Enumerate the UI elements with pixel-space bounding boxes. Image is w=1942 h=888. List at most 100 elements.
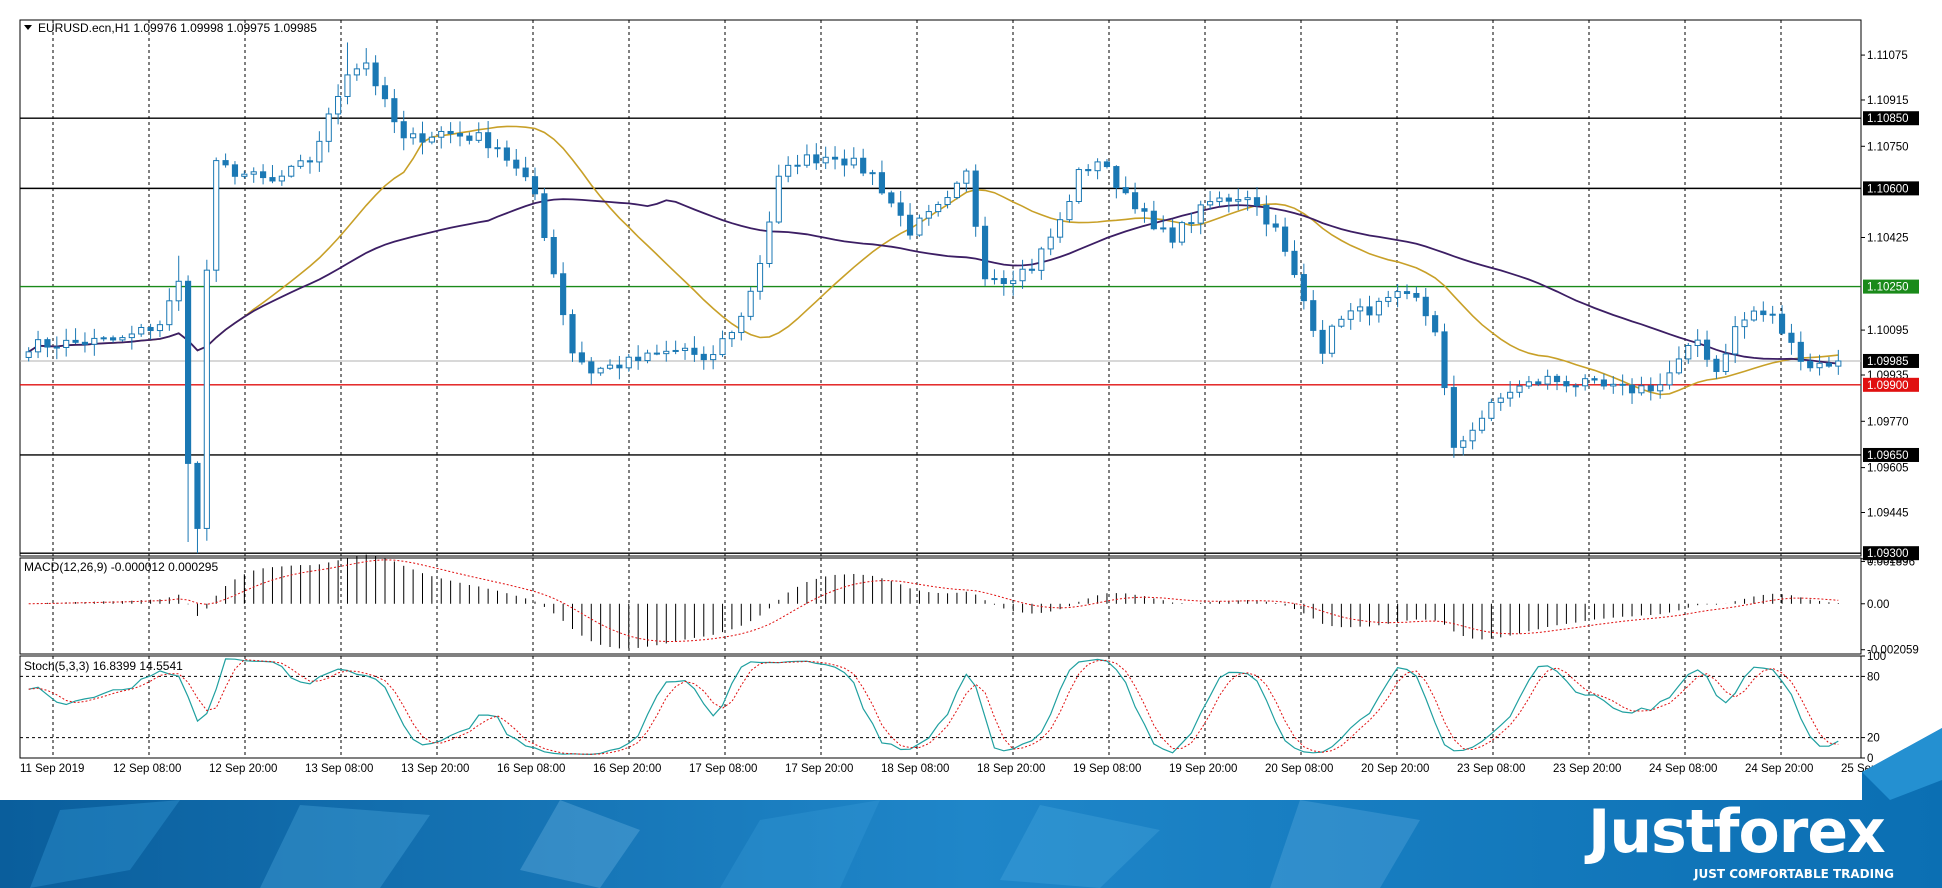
candle-bull bbox=[1375, 300, 1382, 316]
candle-bull bbox=[738, 315, 745, 334]
candle-bear bbox=[1403, 291, 1411, 294]
candle-bear bbox=[1253, 197, 1261, 206]
candles bbox=[25, 42, 1842, 554]
candle-bull bbox=[1094, 161, 1101, 172]
candle-bear bbox=[831, 156, 839, 160]
candle-bear bbox=[1703, 339, 1711, 360]
candle-bear bbox=[1300, 274, 1307, 302]
x-tick-label: 18 Sep 08:00 bbox=[881, 763, 949, 775]
candle-bull bbox=[1525, 381, 1532, 387]
candle-bear bbox=[456, 133, 464, 137]
candle-bull bbox=[1816, 362, 1823, 369]
candle-bull bbox=[1178, 222, 1186, 243]
x-tick-label: 20 Sep 20:00 bbox=[1361, 763, 1429, 775]
x-tick-label: 24 Sep 20:00 bbox=[1745, 763, 1813, 775]
candle-bear bbox=[1797, 341, 1804, 362]
candle-bull bbox=[1750, 310, 1758, 321]
candle-bull bbox=[438, 130, 445, 138]
candle-bear bbox=[578, 352, 585, 363]
candle-bull bbox=[925, 211, 932, 219]
candle-bear bbox=[1103, 161, 1111, 168]
candle-bull bbox=[625, 356, 632, 369]
price-panel bbox=[19, 19, 1862, 557]
candle-bull bbox=[1047, 236, 1054, 250]
candle-bear bbox=[813, 154, 820, 164]
banner-shape bbox=[720, 800, 880, 888]
candle-bull bbox=[363, 62, 370, 70]
candle-bull bbox=[606, 364, 614, 369]
time-axis: 11 Sep 2019 12 Sep 08:00 12 Sep 20:00 13 Se… bbox=[20, 763, 1909, 775]
x-tick-label: 23 Sep 08:00 bbox=[1457, 763, 1525, 775]
candle-bear bbox=[1760, 310, 1767, 316]
stoch-tick-label: 80 bbox=[1867, 671, 1880, 683]
banner-shape bbox=[30, 800, 180, 888]
candle-bull bbox=[756, 262, 764, 292]
candle-bear bbox=[1225, 197, 1232, 202]
candle-bear bbox=[981, 225, 989, 280]
x-tick-label: 16 Sep 08:00 bbox=[497, 763, 565, 775]
x-tick-label: 11 Sep 2019 bbox=[20, 763, 84, 775]
candle-bear bbox=[635, 356, 642, 362]
candle-bear bbox=[494, 147, 501, 150]
candle-bull bbox=[766, 221, 773, 264]
candle-bear bbox=[1113, 166, 1120, 189]
candle-bear bbox=[222, 160, 229, 166]
banner-shape bbox=[1270, 800, 1420, 888]
collapse-triangle-icon[interactable] bbox=[24, 25, 32, 30]
candle-bull bbox=[1478, 417, 1486, 431]
candle-bear bbox=[691, 347, 698, 355]
candle-bull bbox=[410, 133, 417, 139]
candle-bear bbox=[372, 62, 379, 87]
y-tick-label: 1.10425 bbox=[1867, 232, 1909, 244]
level-tag bbox=[1863, 377, 1919, 392]
level-lines bbox=[20, 117, 1861, 554]
candle-bull bbox=[128, 333, 135, 339]
grid-lines bbox=[52, 20, 1782, 758]
candle-bear bbox=[1141, 208, 1148, 212]
candle-bear bbox=[1291, 250, 1298, 276]
y-tick-label: 1.09770 bbox=[1867, 416, 1909, 428]
stoch-signal-line bbox=[28, 659, 1839, 755]
candle-bull bbox=[203, 269, 210, 529]
candle-bull bbox=[1338, 318, 1345, 327]
candle-bull bbox=[1160, 227, 1167, 230]
candle-bull bbox=[1544, 375, 1551, 385]
candle-bull bbox=[297, 160, 304, 167]
candle-bull bbox=[1075, 169, 1082, 203]
candle-bull bbox=[1572, 385, 1579, 388]
candle-bull bbox=[1394, 291, 1401, 298]
candle-bull bbox=[325, 113, 332, 142]
candle-bull bbox=[100, 337, 107, 340]
candle-bull bbox=[1057, 219, 1064, 238]
candle-bull bbox=[1497, 397, 1504, 403]
candle-bear bbox=[1413, 292, 1420, 298]
level-tag bbox=[1863, 279, 1919, 294]
candle-bear bbox=[841, 158, 848, 166]
candle-bull bbox=[1685, 345, 1692, 360]
candle-bear bbox=[1169, 227, 1176, 243]
candle-bull bbox=[241, 173, 248, 177]
candle-bull bbox=[1582, 378, 1589, 387]
candle-bear bbox=[569, 314, 576, 354]
level-tag-label: 1.10850 bbox=[1867, 113, 1909, 125]
candle-bull bbox=[1638, 385, 1645, 394]
candle-bull bbox=[597, 367, 604, 374]
level-tag-label: 1.10600 bbox=[1867, 183, 1909, 195]
candle-bull bbox=[1469, 429, 1476, 442]
candle-bear bbox=[1807, 360, 1814, 369]
candle-bull bbox=[1769, 313, 1776, 316]
candle-bear bbox=[447, 130, 454, 135]
candle-bull bbox=[644, 352, 651, 362]
candle-bull bbox=[1244, 197, 1251, 201]
candle-bull bbox=[663, 350, 670, 355]
candle-bear bbox=[381, 85, 389, 100]
candle-bull bbox=[1385, 296, 1392, 302]
candle-bull bbox=[1460, 440, 1467, 448]
y-tick-label: 1.09605 bbox=[1867, 463, 1909, 475]
candle-bull bbox=[91, 337, 98, 345]
candle-bear bbox=[1000, 278, 1007, 285]
current-price-tag bbox=[1863, 353, 1919, 368]
candle-bear bbox=[1778, 313, 1786, 334]
macd-tick-label: 0.00 bbox=[1867, 599, 1889, 611]
